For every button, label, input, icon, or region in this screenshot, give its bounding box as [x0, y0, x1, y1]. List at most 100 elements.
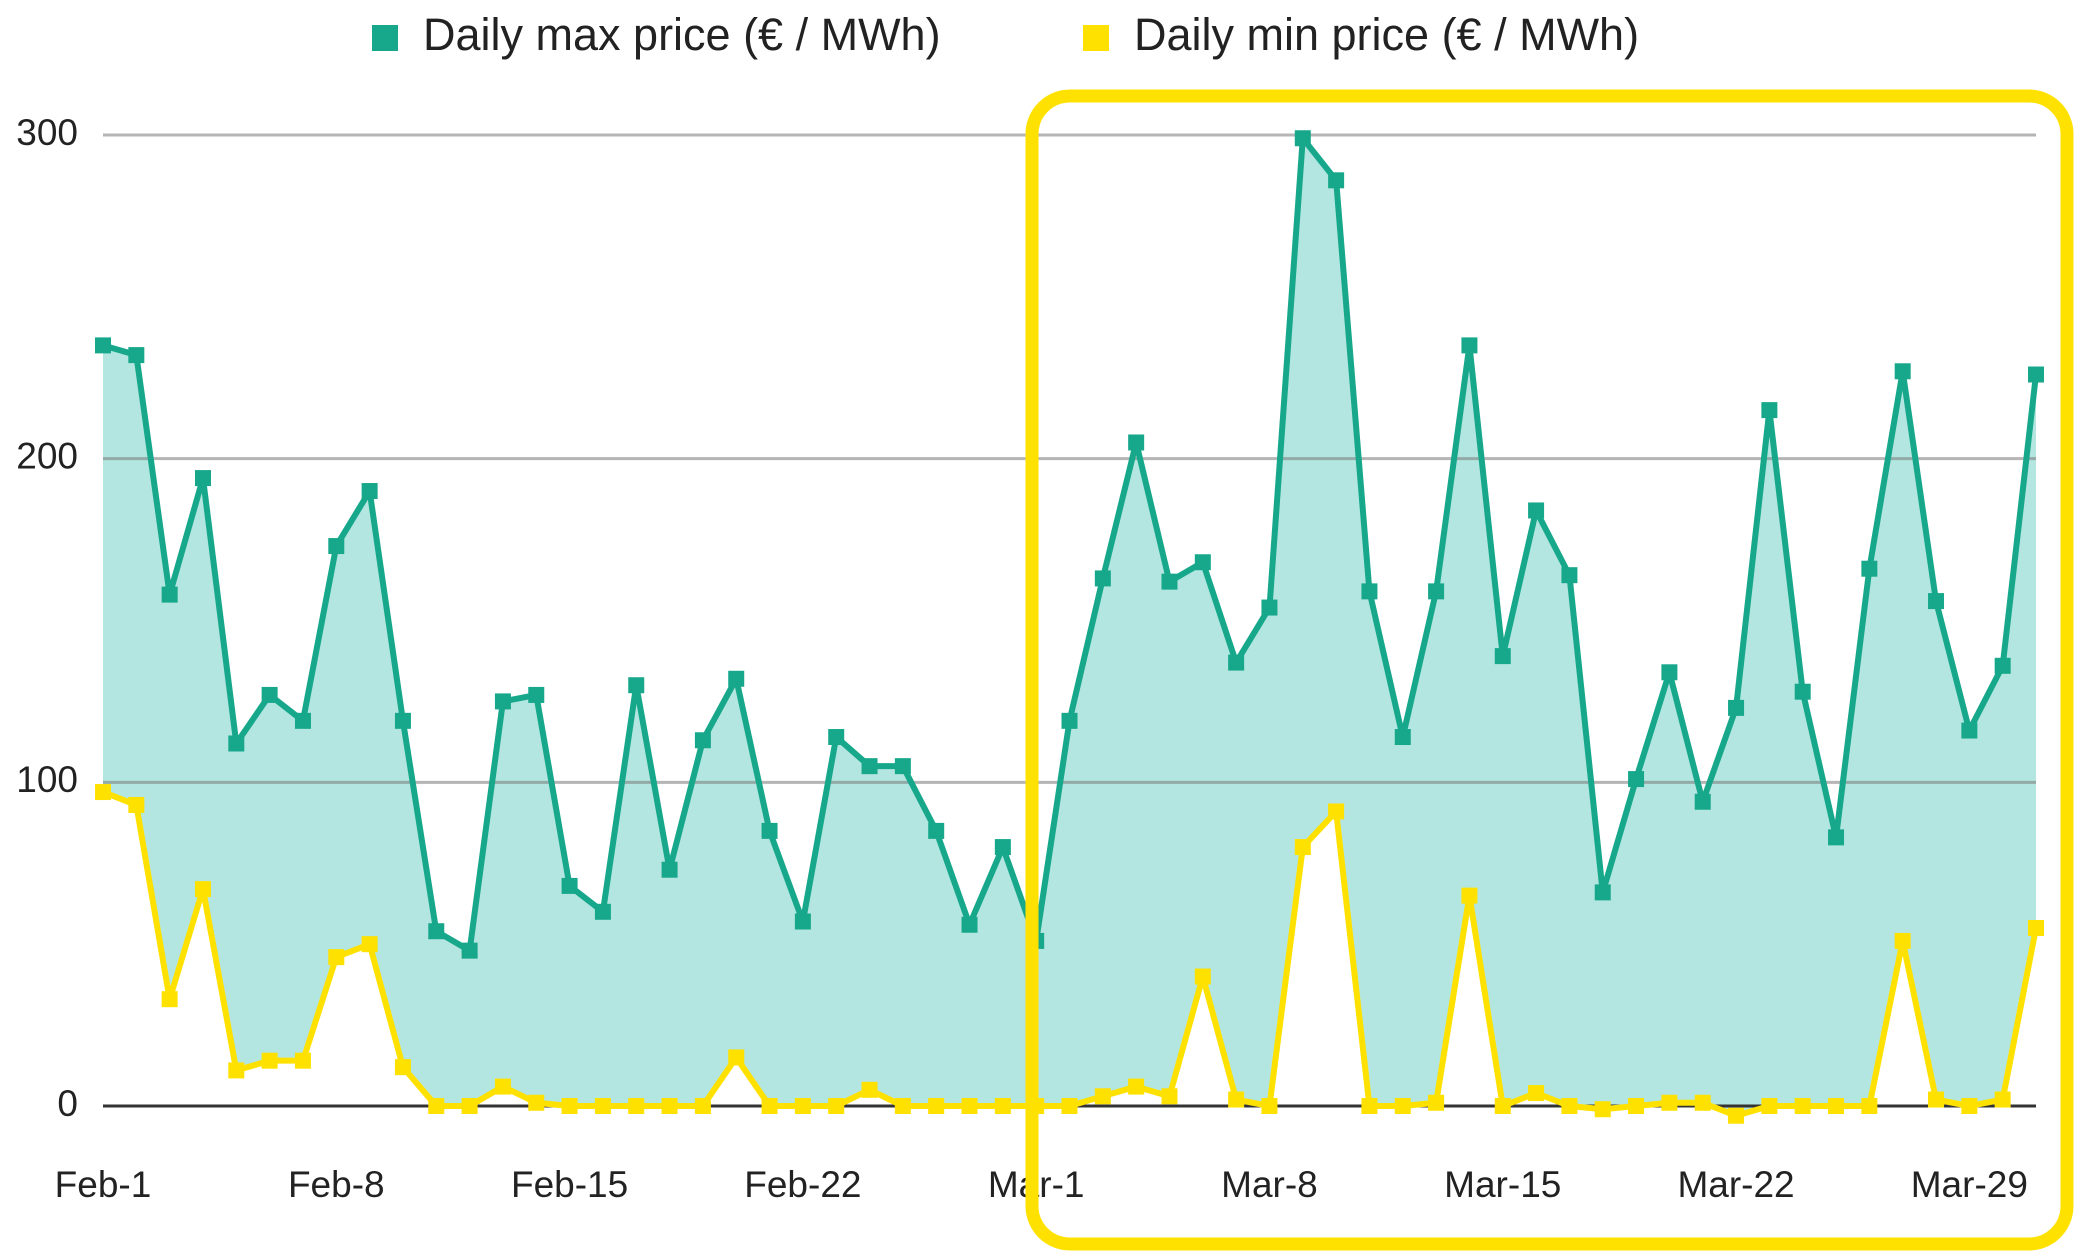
- x-tick-label: Feb-15: [511, 1164, 628, 1205]
- marker: [1128, 434, 1145, 451]
- marker: [1661, 1094, 1678, 1111]
- marker: [1828, 1098, 1845, 1114]
- marker: [628, 677, 645, 694]
- marker: [1594, 1101, 1611, 1118]
- marker: [95, 337, 111, 354]
- marker: [1061, 1098, 1078, 1114]
- marker: [1194, 554, 1211, 571]
- marker: [894, 758, 911, 775]
- x-tick-label: Feb-22: [744, 1164, 861, 1205]
- marker: [1694, 1094, 1711, 1111]
- marker: [1761, 402, 1778, 419]
- marker: [928, 1098, 945, 1114]
- marker: [594, 1098, 611, 1114]
- x-tick-label: Mar-15: [1444, 1164, 1561, 1205]
- marker: [1861, 560, 1878, 577]
- marker: [1961, 722, 1978, 739]
- marker: [394, 712, 411, 729]
- x-tick-label: Feb-8: [288, 1164, 385, 1205]
- marker: [694, 732, 711, 749]
- legend-swatch: [1083, 25, 1109, 51]
- marker: [1461, 887, 1478, 904]
- marker: [894, 1098, 911, 1114]
- y-tick-label: 200: [16, 435, 78, 476]
- x-tick-label: Mar-22: [1677, 1164, 1794, 1205]
- marker: [528, 686, 545, 703]
- marker: [961, 916, 978, 933]
- x-tick-label: Mar-29: [1911, 1164, 2028, 1205]
- marker: [1228, 1091, 1245, 1108]
- marker: [1161, 1088, 1178, 1105]
- marker: [628, 1098, 645, 1114]
- marker: [1094, 1088, 1111, 1105]
- marker: [1894, 363, 1911, 380]
- marker: [194, 470, 211, 487]
- marker: [328, 538, 345, 555]
- marker: [928, 822, 945, 839]
- marker: [1728, 1107, 1745, 1124]
- marker: [2028, 919, 2044, 936]
- marker: [194, 881, 211, 898]
- marker: [1294, 130, 1311, 147]
- marker: [1928, 593, 1945, 610]
- marker: [1628, 771, 1645, 788]
- marker: [294, 1052, 311, 1069]
- marker: [1294, 839, 1311, 856]
- marker: [861, 758, 878, 775]
- marker: [128, 796, 145, 813]
- marker: [1828, 829, 1845, 846]
- marker: [1794, 1098, 1811, 1114]
- marker: [228, 1062, 245, 1079]
- marker: [728, 670, 745, 687]
- marker: [494, 693, 511, 710]
- marker: [428, 923, 445, 940]
- marker: [1361, 583, 1378, 600]
- marker: [728, 1049, 745, 1066]
- marker: [1994, 657, 2011, 674]
- marker: [361, 936, 378, 953]
- marker: [761, 822, 778, 839]
- marker: [1961, 1098, 1978, 1114]
- legend-swatch: [372, 25, 398, 51]
- marker: [594, 903, 611, 920]
- marker: [1894, 932, 1911, 949]
- y-tick-label: 300: [16, 112, 78, 153]
- marker: [661, 1098, 678, 1114]
- marker: [661, 861, 678, 878]
- marker: [461, 942, 478, 959]
- marker: [1794, 683, 1811, 700]
- marker: [694, 1098, 711, 1114]
- legend: Daily max price (€ / MWh) Daily min price…: [372, 9, 1639, 60]
- marker: [1394, 1098, 1411, 1114]
- marker: [161, 991, 178, 1008]
- marker: [1261, 1098, 1278, 1114]
- marker: [828, 1098, 845, 1114]
- marker: [1861, 1098, 1878, 1114]
- marker: [1728, 699, 1745, 716]
- legend-label: Daily max price (€ / MWh): [423, 9, 941, 60]
- marker: [1161, 573, 1178, 590]
- marker: [1328, 172, 1345, 189]
- marker: [328, 949, 345, 966]
- marker: [761, 1098, 778, 1114]
- marker: [261, 1052, 278, 1069]
- marker: [1461, 337, 1478, 354]
- marker: [1128, 1078, 1145, 1095]
- marker: [128, 347, 145, 364]
- marker: [1661, 664, 1678, 681]
- marker: [794, 913, 811, 930]
- marker: [1494, 1098, 1511, 1114]
- marker: [1494, 648, 1511, 665]
- marker: [794, 1098, 811, 1114]
- marker: [994, 839, 1011, 856]
- range-area: [103, 138, 2036, 1116]
- y-tick-label: 0: [57, 1083, 78, 1124]
- x-tick-label: Mar-8: [1221, 1164, 1318, 1205]
- marker: [961, 1098, 978, 1114]
- marker: [1928, 1091, 1945, 1108]
- marker: [1561, 567, 1578, 584]
- marker: [561, 877, 578, 894]
- marker: [228, 735, 245, 752]
- marker: [1761, 1098, 1778, 1114]
- marker: [1394, 729, 1411, 746]
